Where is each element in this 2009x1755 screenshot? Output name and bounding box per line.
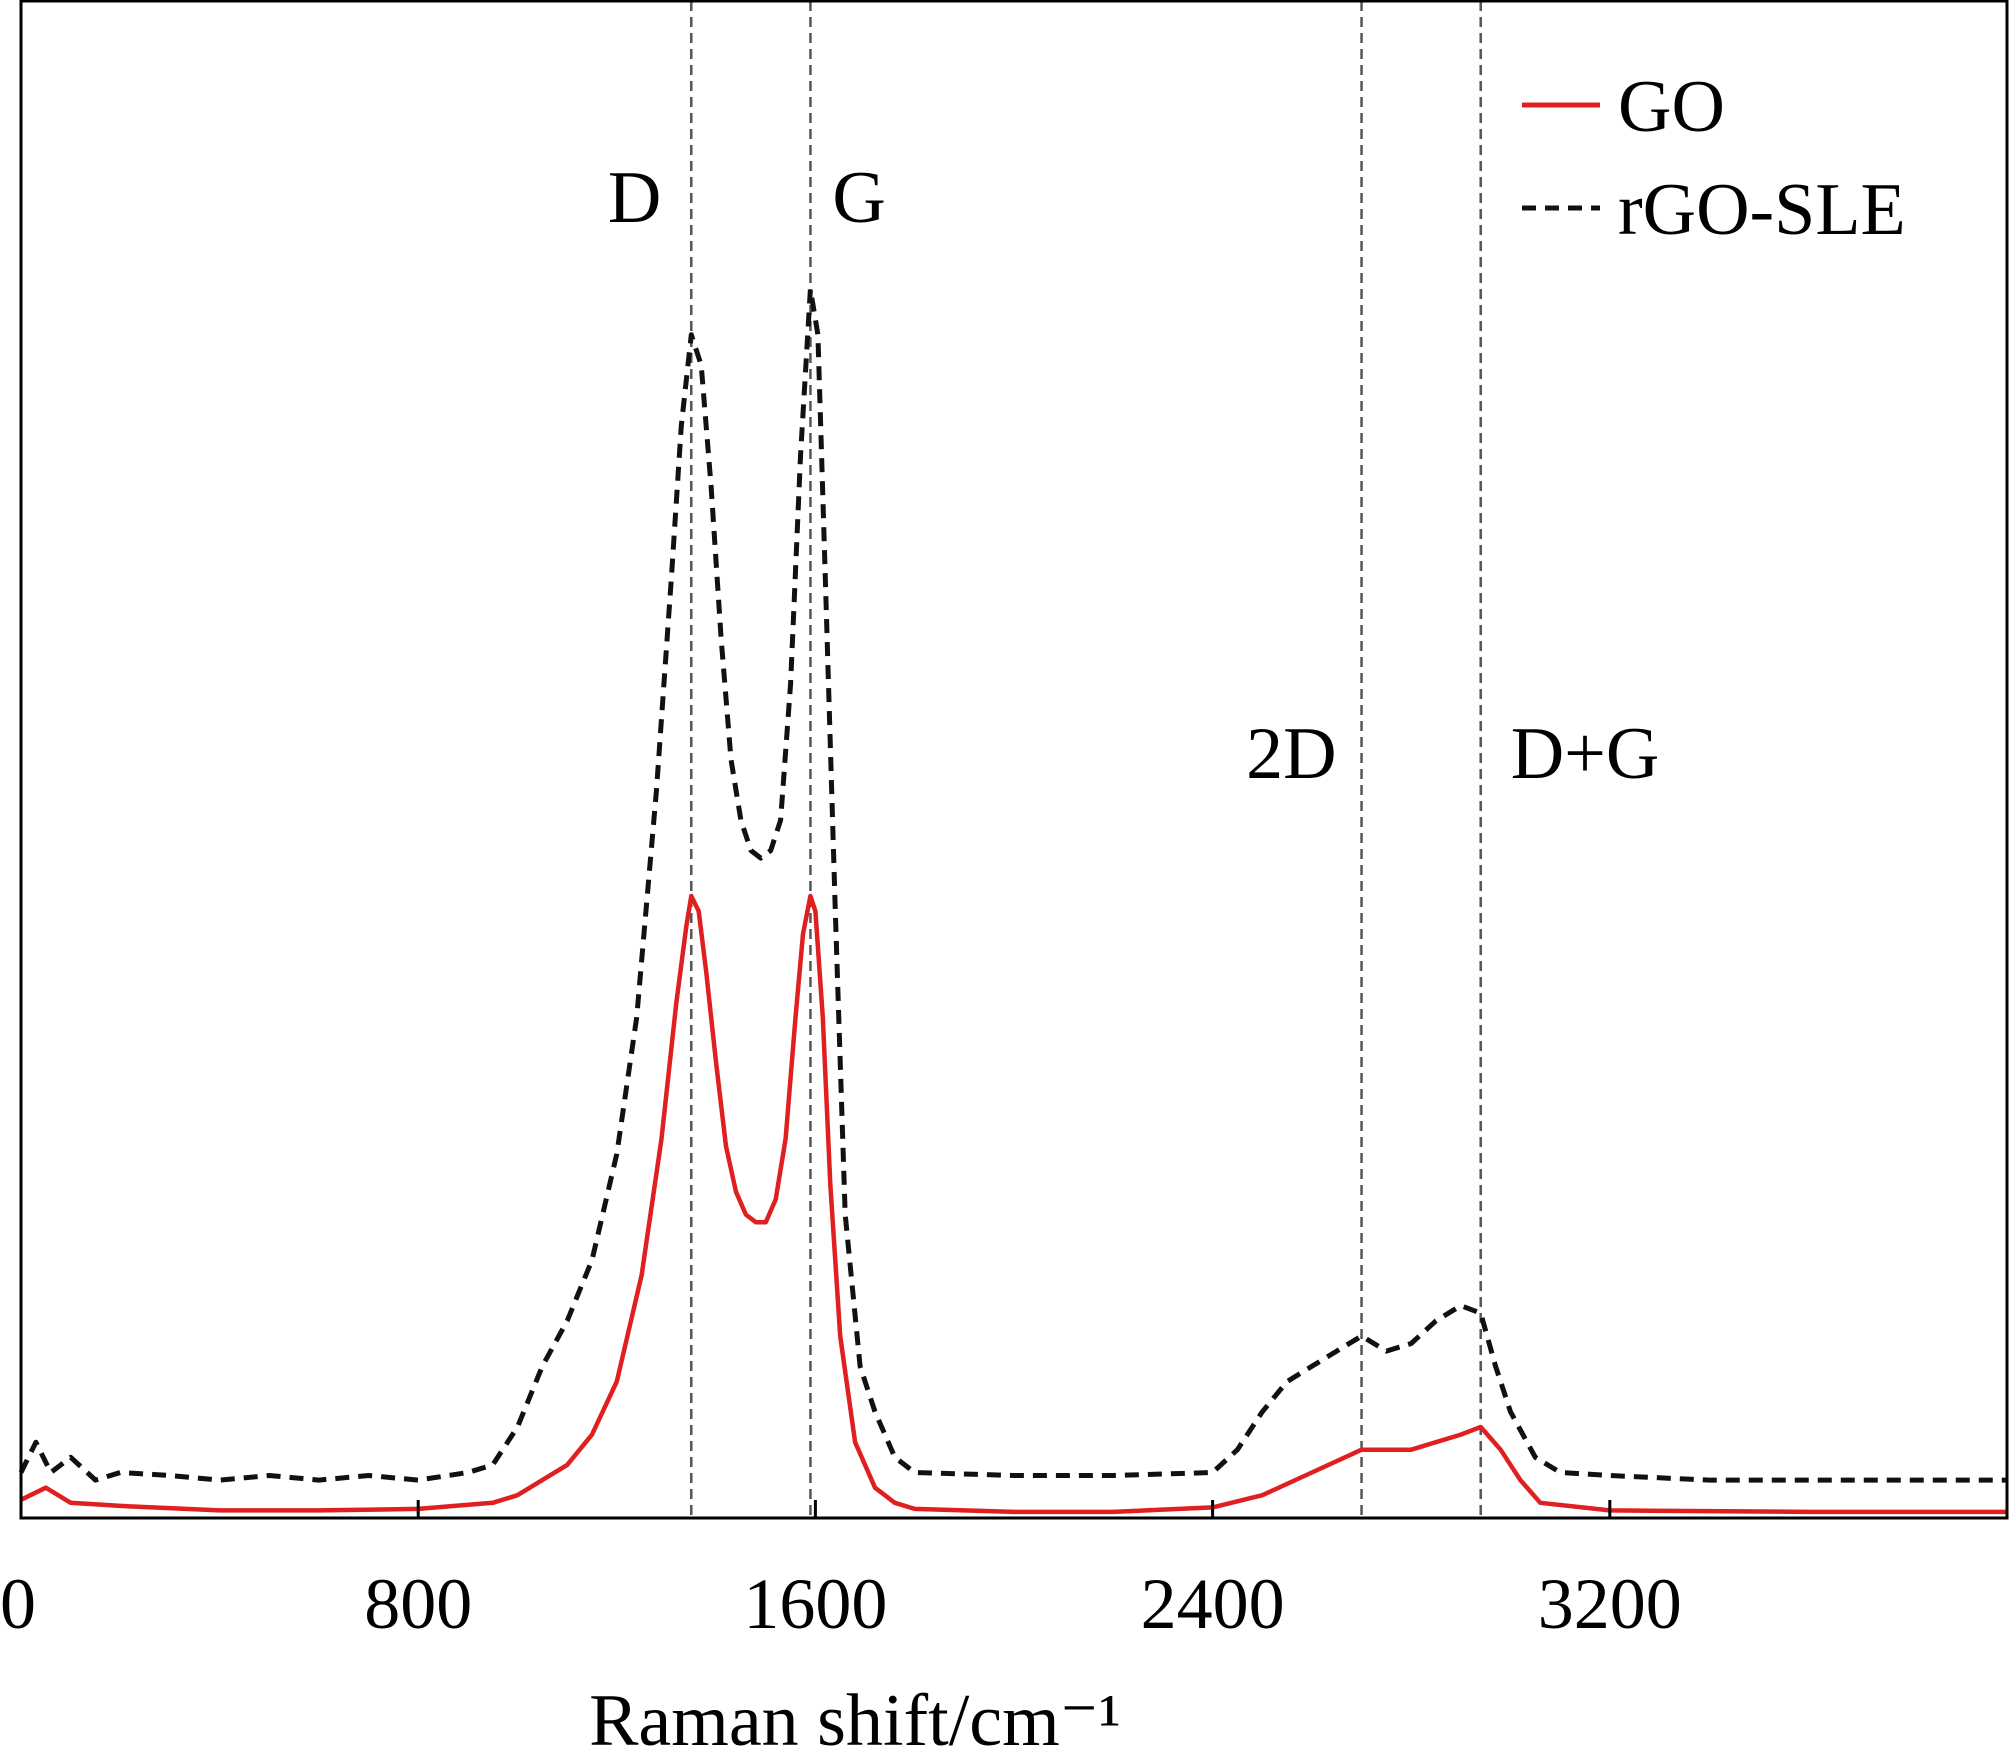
legend-label-go: GO	[1618, 66, 1725, 148]
reference-lines	[690, 1, 1482, 1518]
peak-label-2d: 2D	[1246, 713, 1336, 795]
peak-labels: D G 2D D+G	[608, 157, 1660, 795]
peak-label-g: G	[832, 157, 885, 239]
x-tick-label: 800	[364, 1564, 472, 1644]
legend: GO rGO-SLE	[1522, 66, 1906, 251]
series-layer	[18, 286, 2007, 1515]
plot-frame	[19, 0, 2009, 1520]
legend-label-rgo-sle: rGO-SLE	[1618, 169, 1906, 251]
x-tick-label: 3200	[1538, 1564, 1682, 1644]
x-tick-label: 0	[0, 1564, 36, 1644]
x-axis-ticks: 0 800 1600 2400 3200	[0, 1500, 1682, 1644]
peak-label-d: D	[608, 157, 661, 239]
x-axis-label: Raman shift/cm⁻¹	[589, 1680, 1121, 1755]
peak-label-d-plus-g: D+G	[1511, 713, 1660, 795]
series-line-rgo-sle	[18, 286, 2007, 1483]
series-line-go	[20, 893, 2007, 1515]
x-tick-label: 2400	[1141, 1564, 1285, 1644]
x-tick-label: 1600	[743, 1564, 887, 1644]
